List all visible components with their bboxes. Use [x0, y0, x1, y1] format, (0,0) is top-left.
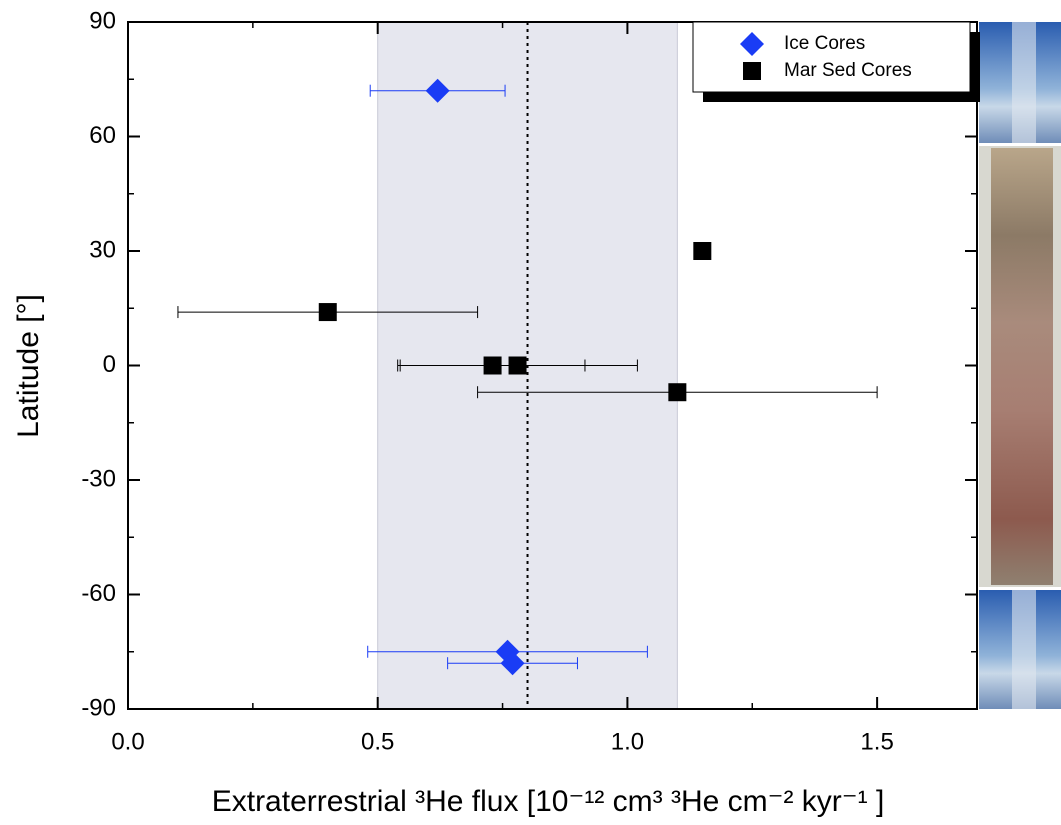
y-axis-title: Latitude [°]	[12, 294, 45, 438]
point	[500, 651, 525, 676]
y-tick-label: -90	[81, 694, 116, 721]
point	[508, 356, 527, 375]
y-tick-label: 60	[89, 122, 116, 149]
x-tick-label: 1.5	[860, 728, 893, 755]
x-axis-title: Extraterrestrial ³He flux [10⁻¹² cm³ ³He…	[212, 785, 885, 818]
x-tick-label: 0.0	[111, 728, 144, 755]
point	[668, 383, 687, 402]
y-tick-label: 30	[89, 236, 116, 263]
point	[693, 242, 712, 260]
plot-area: 0.0 0.5 1.0 1.5 90 60 30 0 -30 -60 -90 Ice Cores Mar…	[81, 7, 980, 755]
point	[425, 78, 450, 103]
y-tick-label: 0	[103, 351, 116, 378]
y-tick-label: -60	[81, 580, 116, 607]
y-tick-label: -30	[81, 465, 116, 492]
legend-marker	[740, 32, 764, 56]
legend-label: Mar Sed Cores	[784, 60, 912, 81]
legend-box	[692, 21, 971, 93]
point	[318, 303, 337, 322]
x-tick-label: 1.0	[611, 728, 644, 755]
photos	[979, 22, 1061, 709]
x-tick-label: 0.5	[361, 728, 394, 755]
y-tick-label: 90	[89, 7, 116, 34]
legend-marker	[743, 62, 761, 80]
legend-label: Ice Cores	[784, 33, 865, 54]
